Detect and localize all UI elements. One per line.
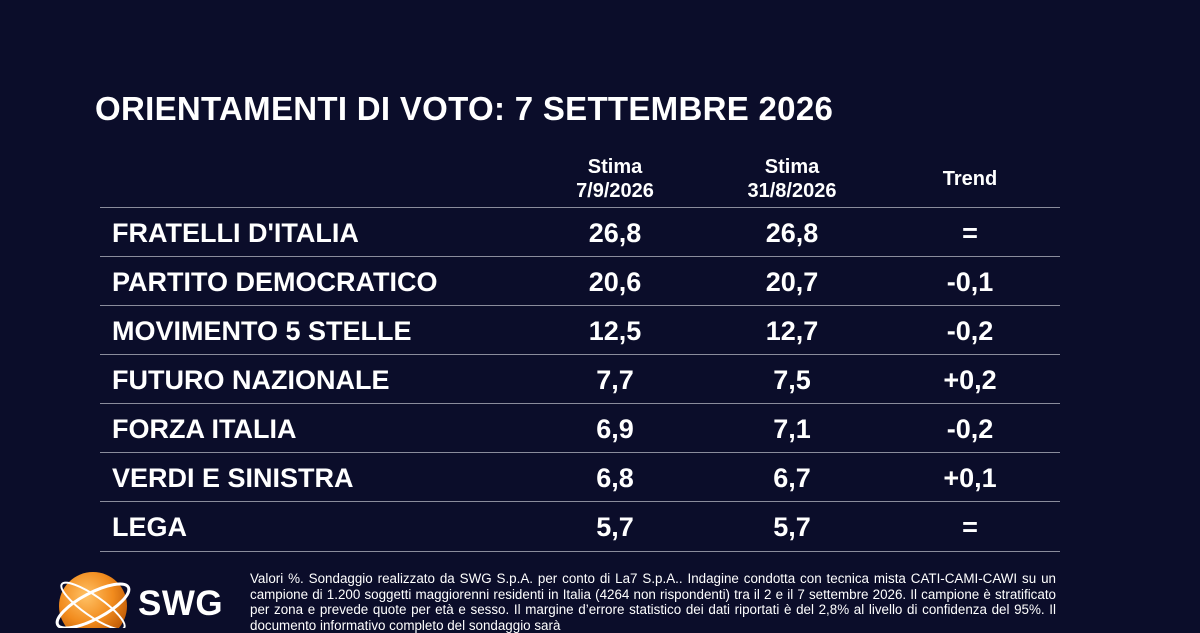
trend-value: -0,1 — [946, 267, 994, 297]
trend-value: +0,1 — [943, 463, 997, 493]
value-previous: 20,7 — [765, 267, 819, 297]
column-header-current-line2: 7/9/2026 — [576, 180, 654, 202]
trend-value: -0,2 — [946, 316, 994, 346]
swg-logo: SWG — [48, 566, 238, 628]
poll-table: FRATELLI D'ITALIA 26,8 26,8 = PARTITO DEMOCR… — [100, 207, 1060, 552]
party-name: VERDI E SINISTRA — [112, 463, 354, 493]
column-header-previous: Stima 31/8/2026 — [722, 155, 862, 203]
value-current: 5,7 — [596, 512, 634, 542]
logo-text: SWG — [138, 584, 224, 623]
value-current: 6,8 — [596, 463, 634, 493]
value-current: 26,8 — [588, 218, 642, 248]
methodology-note: Valori %. Sondaggio realizzato da SWG S.… — [250, 571, 1056, 633]
party-name: PARTITO DEMOCRATICO — [112, 267, 438, 297]
column-header-current: Stima 7/9/2026 — [545, 155, 685, 203]
party-name: FORZA ITALIA — [112, 414, 297, 444]
column-header-previous-line2: 31/8/2026 — [747, 180, 837, 202]
value-current: 20,6 — [588, 267, 642, 297]
column-header-current-line1: Stima — [587, 156, 643, 178]
trend-value: = — [962, 218, 978, 248]
value-previous: 7,1 — [773, 414, 811, 444]
table-row: FRATELLI D'ITALIA 26,8 26,8 = — [100, 207, 1060, 256]
party-name: LEGA — [112, 512, 188, 542]
table-row: VERDI E SINISTRA 6,8 6,7 +0,1 — [100, 452, 1060, 501]
value-previous: 5,7 — [773, 512, 811, 542]
trend-value: +0,2 — [943, 365, 997, 395]
value-current: 7,7 — [596, 365, 634, 395]
value-previous: 26,8 — [765, 218, 819, 248]
column-header-previous-line1: Stima — [764, 156, 820, 178]
table-row: PARTITO DEMOCRATICO 20,6 20,7 -0,1 — [100, 256, 1060, 305]
page-title: ORIENTAMENTI DI VOTO: 7 SETTEMBRE 2026 — [95, 90, 834, 127]
table-row: MOVIMENTO 5 STELLE 12,5 12,7 -0,2 — [100, 305, 1060, 354]
party-name: FRATELLI D'ITALIA — [112, 218, 359, 248]
trend-value: -0,2 — [946, 414, 994, 444]
value-current: 12,5 — [588, 316, 642, 346]
column-header-trend: Trend — [942, 168, 998, 190]
value-previous: 7,5 — [773, 365, 811, 395]
table-row: LEGA 5,7 5,7 = — [100, 501, 1060, 552]
value-previous: 12,7 — [765, 316, 819, 346]
table-row: FORZA ITALIA 6,9 7,1 -0,2 — [100, 403, 1060, 452]
swg-globe-icon — [55, 572, 131, 628]
party-name: MOVIMENTO 5 STELLE — [112, 316, 412, 346]
value-previous: 6,7 — [773, 463, 811, 493]
trend-value: = — [962, 512, 978, 542]
table-row: FUTURO NAZIONALE 7,7 7,5 +0,2 — [100, 354, 1060, 403]
party-name: FUTURO NAZIONALE — [112, 365, 390, 395]
value-current: 6,9 — [596, 414, 634, 444]
